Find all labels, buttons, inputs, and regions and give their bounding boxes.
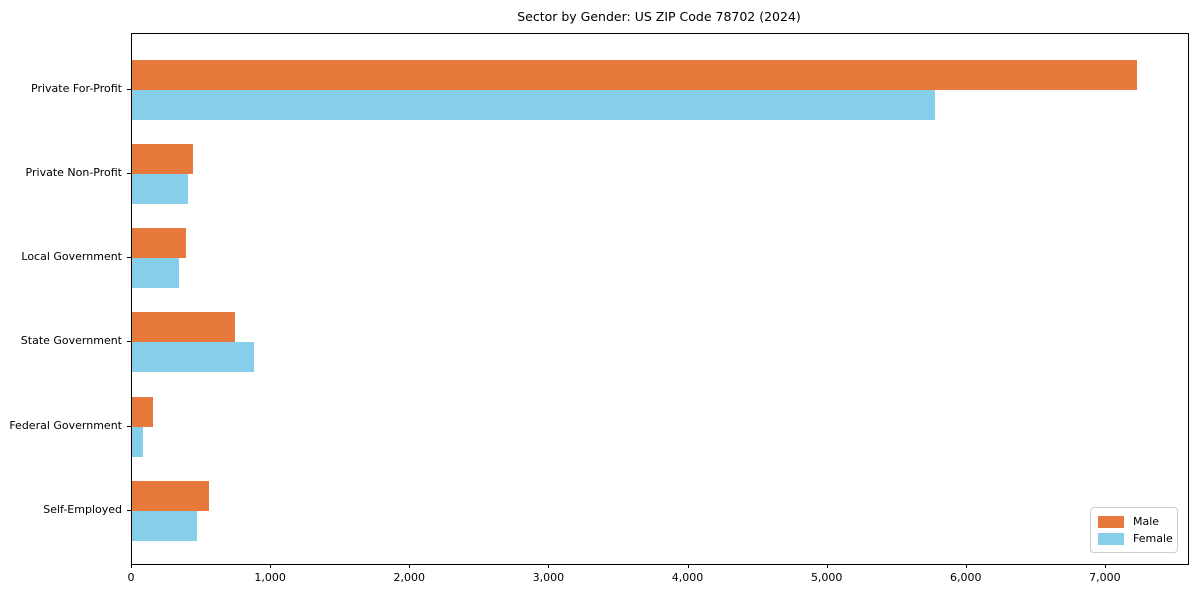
plot-area: [131, 33, 1189, 565]
x-tick-mark: [1104, 564, 1106, 568]
bar-female-private-for-profit: [132, 89, 935, 120]
bar-female-federal-government: [132, 426, 143, 457]
x-tick-label-1000: 1,000: [254, 571, 286, 584]
y-tick-label-federal-government: Federal Government: [9, 418, 122, 432]
y-tick-label-private-for-profit: Private For-Profit: [31, 81, 122, 95]
y-tick-label-private-non-profit: Private Non-Profit: [25, 165, 122, 179]
x-tick-label-3000: 3,000: [532, 571, 565, 584]
x-tick-label-5000: 5,000: [810, 571, 843, 584]
legend-label-female: Female: [1133, 532, 1173, 545]
bar-male-private-for-profit: [132, 59, 1137, 90]
x-tick-mark: [965, 564, 967, 568]
y-tick-mark: [127, 425, 131, 427]
y-tick-mark: [127, 257, 131, 259]
x-tick-label-2000: 2,000: [393, 571, 426, 584]
y-tick-mark: [127, 510, 131, 511]
x-tick-mark: [687, 564, 689, 568]
bar-male-self-employed: [132, 481, 209, 511]
male-color-swatch: [1098, 515, 1124, 528]
x-tick-label-4000: 4,000: [671, 571, 704, 584]
legend-item-male: Male: [1098, 513, 1170, 530]
bar-female-state-government: [132, 342, 255, 373]
y-tick-mark: [127, 172, 131, 174]
y-tick-label-self-employed: Self-Employed: [43, 503, 122, 516]
x-tick-label-6000: 6,000: [950, 571, 982, 584]
x-tick-mark: [826, 564, 828, 568]
bar-female-private-non-profit: [132, 173, 188, 204]
bar-female-local-government: [132, 258, 179, 289]
chart-title: Sector by Gender: US ZIP Code 78702 (202…: [517, 9, 801, 24]
y-tick-mark: [127, 88, 131, 90]
x-tick-mark: [409, 564, 411, 568]
bar-male-state-government: [132, 312, 235, 343]
legend-label-male: Male: [1133, 515, 1160, 528]
bar-male-federal-government: [132, 396, 153, 427]
x-tick-label-7000: 7,000: [1089, 571, 1121, 584]
legend: Male Female: [1090, 507, 1178, 553]
y-tick-label-state-government: State Government: [20, 334, 122, 348]
y-tick-mark: [127, 341, 131, 343]
bar-male-private-non-profit: [132, 143, 194, 174]
x-tick-mark: [131, 564, 132, 568]
legend-item-female: Female: [1098, 530, 1173, 547]
bar-female-self-employed: [132, 511, 198, 541]
y-tick-label-local-government: Local Government: [21, 250, 122, 264]
female-color-swatch: [1098, 532, 1124, 545]
x-tick-label-0: 0: [127, 571, 135, 584]
bar-male-local-government: [132, 228, 186, 259]
x-tick-mark: [548, 564, 550, 568]
x-tick-mark: [270, 564, 272, 568]
